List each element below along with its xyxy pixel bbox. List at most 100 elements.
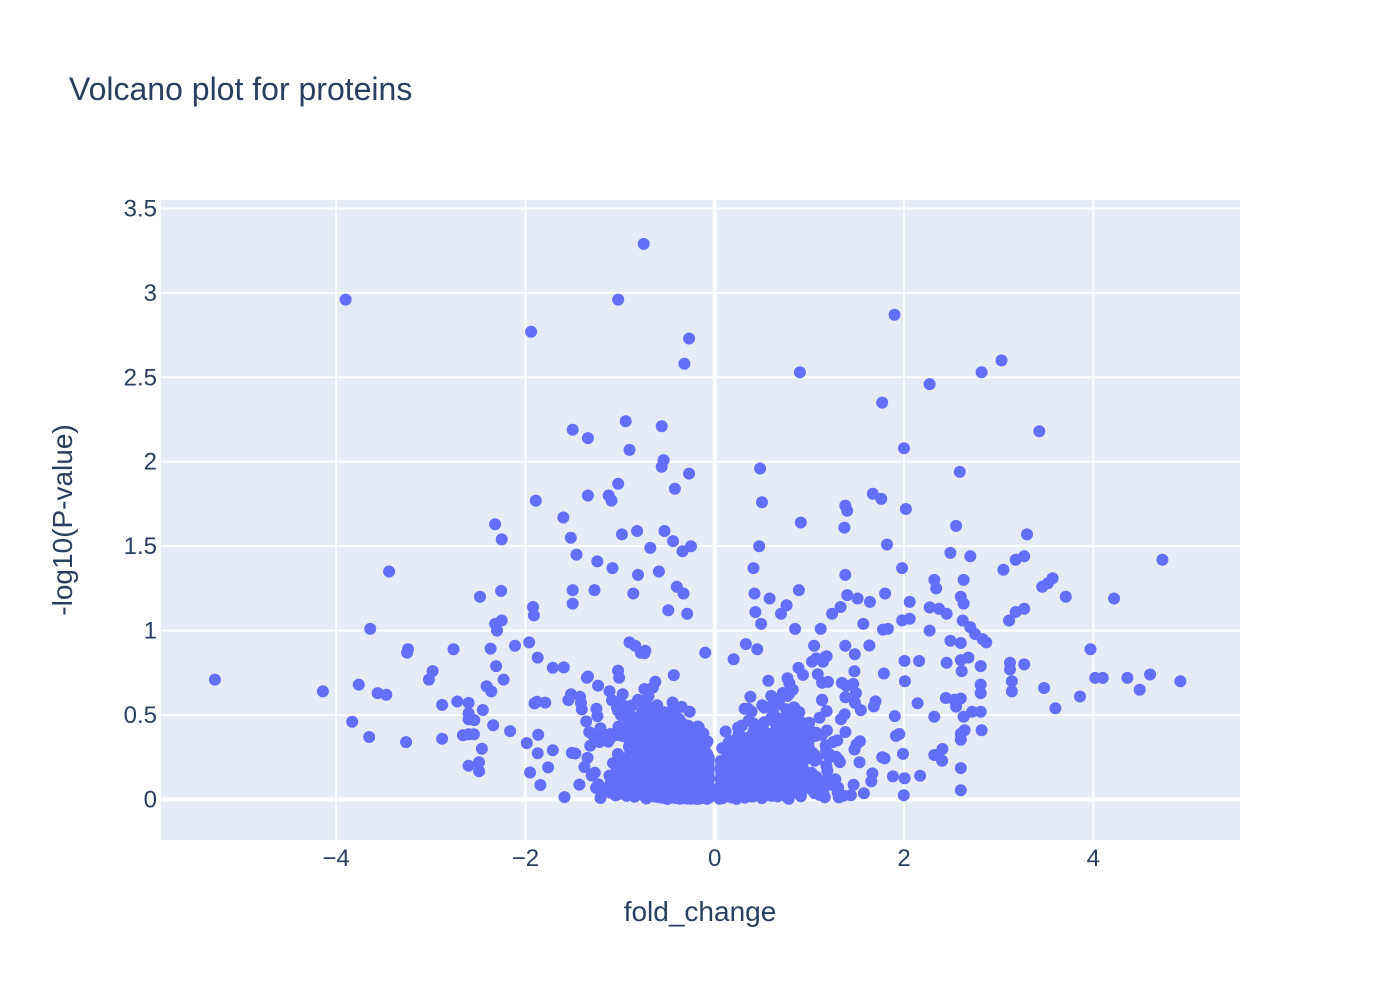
data-point — [363, 731, 376, 743]
data-point — [950, 700, 963, 713]
chart-title: Volcano plot for proteins — [69, 71, 412, 107]
y-tick-label: 1 — [144, 618, 157, 645]
data-point — [605, 494, 618, 507]
data-point — [346, 715, 359, 728]
data-point — [583, 726, 596, 739]
data-point — [664, 756, 677, 769]
data-point — [848, 665, 861, 678]
data-point — [573, 778, 586, 791]
data-point — [820, 748, 833, 761]
data-point — [578, 761, 591, 773]
data-point — [913, 655, 926, 667]
data-point — [631, 525, 644, 537]
data-point — [957, 710, 970, 723]
data-point — [646, 681, 659, 694]
data-point — [622, 772, 635, 785]
data-point — [778, 712, 791, 725]
data-point — [725, 777, 738, 790]
data-point — [748, 769, 761, 781]
data-point — [719, 725, 732, 738]
data-point — [747, 744, 760, 756]
data-point — [839, 568, 852, 581]
data-point — [1108, 592, 1121, 605]
data-point — [683, 467, 696, 480]
data-point — [936, 754, 949, 767]
data-point — [566, 597, 579, 610]
data-point — [923, 624, 936, 637]
data-point — [787, 758, 800, 771]
data-point — [716, 742, 729, 755]
data-point — [447, 643, 460, 656]
data-point — [794, 516, 807, 529]
data-point — [495, 584, 508, 597]
data-point — [886, 770, 899, 783]
data-point — [620, 751, 633, 764]
data-point — [640, 720, 653, 733]
data-point — [974, 705, 987, 718]
data-point — [1005, 685, 1018, 698]
data-point — [769, 717, 782, 730]
data-point — [1074, 690, 1086, 703]
data-point — [881, 622, 894, 635]
data-point — [898, 654, 911, 667]
data-point — [612, 293, 625, 306]
data-point — [792, 584, 805, 597]
data-point — [776, 687, 789, 699]
data-point — [208, 673, 221, 686]
data-point — [613, 695, 626, 708]
data-point — [964, 550, 977, 563]
data-point — [754, 462, 767, 475]
data-point — [974, 678, 987, 691]
data-point — [635, 695, 648, 708]
data-point — [1144, 668, 1157, 681]
data-point — [756, 699, 769, 712]
data-point — [796, 783, 809, 796]
data-point — [1174, 675, 1187, 688]
y-tick-label: 2 — [144, 449, 157, 476]
data-point — [523, 636, 536, 649]
data-point — [763, 592, 776, 605]
data-point — [974, 660, 987, 673]
data-point — [400, 736, 413, 749]
data-point — [897, 789, 910, 802]
data-point — [899, 503, 912, 515]
data-point — [380, 688, 393, 701]
data-point — [865, 775, 878, 788]
data-point — [791, 770, 804, 783]
data-point — [473, 756, 485, 769]
data-point — [678, 357, 691, 370]
data-point — [582, 670, 594, 683]
data-point — [623, 443, 636, 456]
data-point — [808, 775, 821, 788]
data-point — [529, 494, 542, 507]
data-point — [844, 789, 857, 802]
data-point — [841, 589, 854, 602]
data-point — [575, 703, 588, 716]
x-axis-title: fold_change — [624, 896, 777, 927]
data-point — [793, 706, 806, 719]
data-point — [954, 762, 967, 775]
data-point — [456, 729, 469, 742]
data-point — [826, 607, 839, 620]
data-point — [742, 702, 754, 715]
data-point — [930, 582, 943, 595]
data-point — [775, 607, 787, 620]
data-point — [841, 504, 854, 517]
data-point — [813, 786, 826, 799]
data-point — [944, 546, 957, 559]
data-point — [783, 677, 796, 690]
data-point — [747, 717, 760, 730]
data-point — [810, 652, 823, 665]
data-point — [594, 780, 607, 793]
data-point — [849, 687, 862, 700]
x-tick-label: 4 — [1087, 845, 1100, 872]
data-point — [497, 673, 510, 686]
data-point — [980, 636, 993, 649]
data-point — [612, 477, 625, 490]
data-point — [755, 617, 768, 630]
data-point — [532, 728, 545, 741]
data-point — [629, 639, 642, 652]
data-point — [593, 736, 606, 748]
data-point — [749, 606, 762, 618]
data-point — [954, 637, 967, 649]
